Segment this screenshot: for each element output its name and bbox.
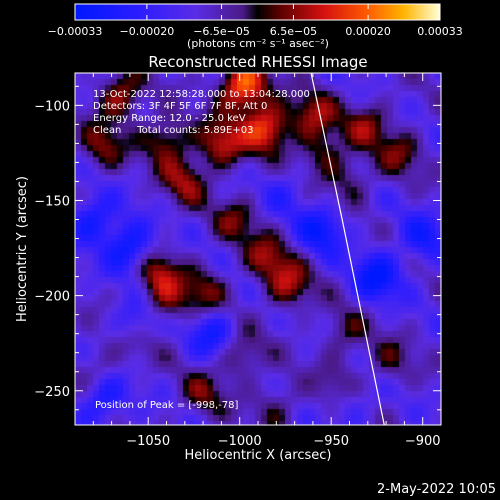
colorbar-tick-label: −0.00033 (48, 25, 103, 38)
peak-position-label: Position of Peak = [-998,-78] (95, 400, 239, 411)
heatmap-image (75, 73, 441, 425)
colorbar-tick-label: 0.00020 (345, 25, 391, 38)
plot-area (75, 73, 441, 425)
colorbar-ticks (74, 4, 441, 20)
x-axis-tick-labels: −1050 −1000 −950 −900 (126, 434, 440, 449)
x-axis-ticks (92, 73, 442, 425)
footer-date: 2-May-2022 10:05 (377, 482, 496, 497)
colorbar (74, 3, 441, 21)
annotation-time-range: 13-Oct-2022 12:58:28.000 to 13:04:28.000 (93, 89, 310, 100)
colorbar-tick-label: 6.5e−05 (270, 25, 317, 38)
colorbar-tick-label: −6.5e−05 (193, 25, 250, 38)
annotation-detectors: Detectors: 3F 4F 5F 6F 7F 8F, Att 0 (93, 101, 267, 112)
colorbar-tick-label: 0.00033 (417, 25, 463, 38)
y-axis-label: Heliocentric Y (arcsec) (15, 176, 30, 322)
y-axis-ticks (75, 85, 441, 411)
annotation-energy-range: Energy Range: 12.0 - 25.0 keV (93, 113, 246, 124)
colorbar-tick-label: −0.00020 (120, 25, 175, 38)
y-tick-label: −100 (34, 99, 70, 114)
y-tick-label: −250 (34, 385, 70, 400)
chart-title: Reconstructed RHESSI Image (148, 53, 367, 71)
annotation-clean-counts: Clean Total counts: 5.89E+03 (93, 125, 253, 136)
y-axis-tick-labels: −100 −150 −200 −250 (34, 99, 70, 399)
x-axis-label: Heliocentric X (arcsec) (185, 448, 332, 463)
solar-limb-line (310, 73, 385, 425)
x-tick-label: −1050 (126, 434, 170, 449)
x-tick-label: −1000 (218, 434, 262, 449)
y-tick-label: −150 (34, 194, 70, 209)
y-tick-label: −200 (34, 290, 70, 305)
colorbar-unit-label: (photons cm⁻² s⁻¹ asec⁻²) (187, 37, 329, 50)
x-tick-label: −950 (313, 434, 349, 449)
x-tick-label: −900 (405, 434, 441, 449)
colorbar-tick-labels: −0.00033 −0.00020 −6.5e−05 6.5e−05 0.00020 0.… (48, 25, 463, 38)
